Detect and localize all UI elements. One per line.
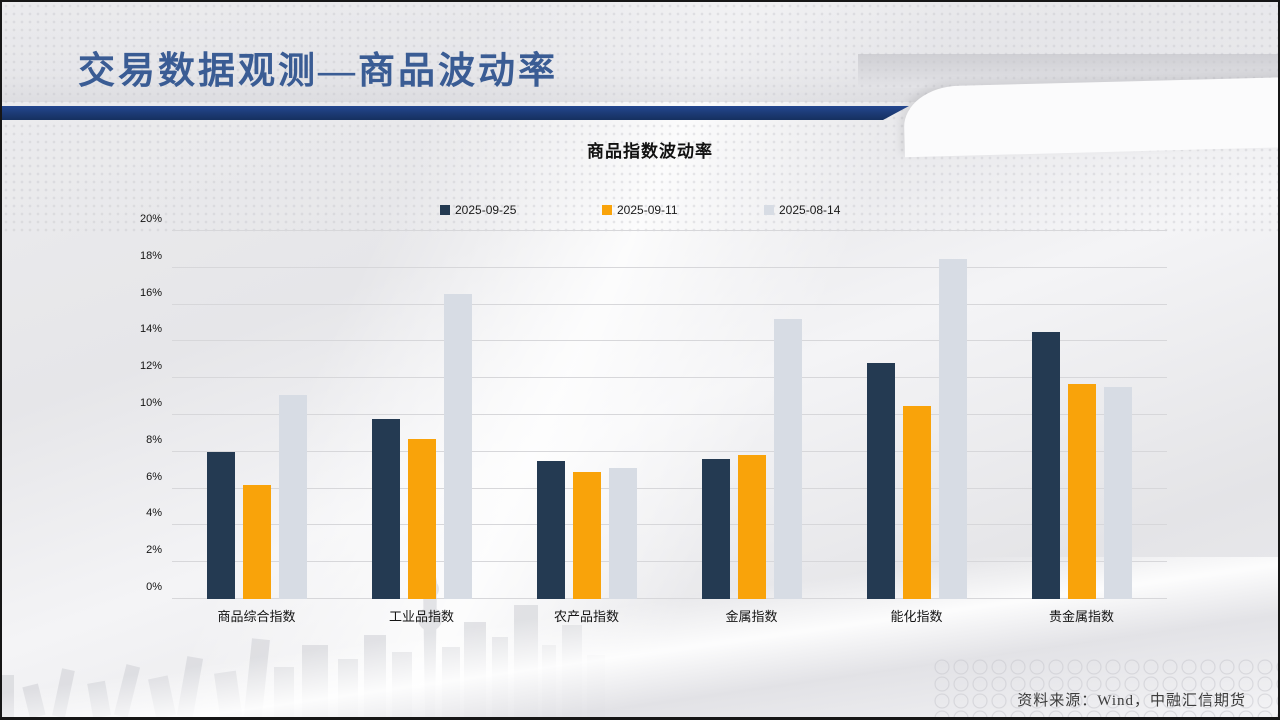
chart-legend: 2025-09-25 2025-09-11 2025-08-14 <box>440 202 940 218</box>
bar-2025-09-25-商品综合指数 <box>206 451 235 599</box>
bar-2025-08-14-贵金属指数 <box>1103 387 1132 599</box>
bar-2025-09-11-工业品指数 <box>407 438 436 599</box>
legend-swatch-icon <box>764 205 774 215</box>
legend-label: 2025-09-25 <box>455 203 517 217</box>
bar-2025-09-25-金属指数 <box>701 459 730 599</box>
y-tick-label: 10% <box>139 397 162 409</box>
y-tick-label: 16% <box>139 286 162 299</box>
x-category-label: 工业品指数 <box>388 609 454 624</box>
gridline <box>172 487 1167 489</box>
gridline <box>172 414 1167 415</box>
y-tick-label: 12% <box>139 360 162 373</box>
gridline <box>172 450 1167 452</box>
title-underline-bar <box>2 106 909 120</box>
gridline <box>172 598 1167 599</box>
bar-2025-08-14-工业品指数 <box>443 293 472 599</box>
legend-label: 2025-08-14 <box>779 203 841 217</box>
legend-item: 2025-09-25 <box>440 202 602 218</box>
x-category-label: 贵金属指数 <box>1048 609 1114 624</box>
bar-2025-08-14-农产品指数 <box>608 468 637 599</box>
bar-2025-09-11-商品综合指数 <box>242 484 271 599</box>
gridline <box>172 561 1167 563</box>
chart-title: 商品指数波动率 <box>587 142 713 161</box>
y-tick-label: 8% <box>146 433 162 446</box>
gridline <box>172 266 1167 268</box>
page-curl-shape <box>903 76 1278 158</box>
legend-item: 2025-09-11 <box>602 202 764 218</box>
x-category-label: 商品综合指数 <box>217 609 296 624</box>
bar-2025-09-11-能化指数 <box>902 405 931 599</box>
y-tick-label: 2% <box>146 544 162 557</box>
x-category-label: 能化指数 <box>890 609 943 624</box>
bar-2025-09-25-工业品指数 <box>371 418 400 599</box>
gridline <box>172 230 1167 231</box>
slide-title: 交易数据观测—商品波动率 <box>78 51 558 92</box>
legend-item: 2025-08-14 <box>764 202 926 218</box>
legend-swatch-icon <box>440 205 450 215</box>
y-tick-label: 20% <box>139 213 162 225</box>
chart-plot-area <box>172 230 1167 599</box>
x-category-label: 农产品指数 <box>553 609 619 624</box>
bar-2025-08-14-能化指数 <box>938 258 967 599</box>
legend-label: 2025-09-11 <box>617 203 678 217</box>
data-source-note: 资料来源：Wind，中融汇信期货 <box>1017 693 1246 709</box>
bar-2025-09-25-贵金属指数 <box>1031 332 1060 599</box>
bar-2025-09-11-金属指数 <box>737 455 766 599</box>
x-axis-category-labels: 商品综合指数 工业品指数 农产品指数 金属指数 能化指数 贵金属指数 <box>172 606 1167 624</box>
y-tick-label: 0% <box>146 581 162 593</box>
x-category-label: 金属指数 <box>725 609 778 624</box>
bar-2025-09-25-农产品指数 <box>536 461 565 599</box>
y-tick-label: 14% <box>139 323 162 336</box>
y-tick-label: 4% <box>146 507 162 520</box>
y-tick-label: 6% <box>146 470 162 483</box>
bar-2025-09-11-贵金属指数 <box>1067 383 1096 599</box>
gridline <box>172 524 1167 526</box>
y-axis-labels: 0% 2% 4% 6% 8% 10% 12% 14% 16% 18% 20% <box>110 213 168 599</box>
bar-2025-08-14-商品综合指数 <box>278 394 307 599</box>
gridline <box>172 303 1167 305</box>
bar-2025-09-25-能化指数 <box>866 363 895 599</box>
bar-2025-08-14-金属指数 <box>773 319 802 599</box>
bar-2025-09-11-农产品指数 <box>572 472 601 599</box>
y-tick-label: 18% <box>139 249 162 262</box>
gridline <box>172 340 1167 342</box>
legend-swatch-icon <box>602 205 612 215</box>
gridline <box>172 377 1167 379</box>
